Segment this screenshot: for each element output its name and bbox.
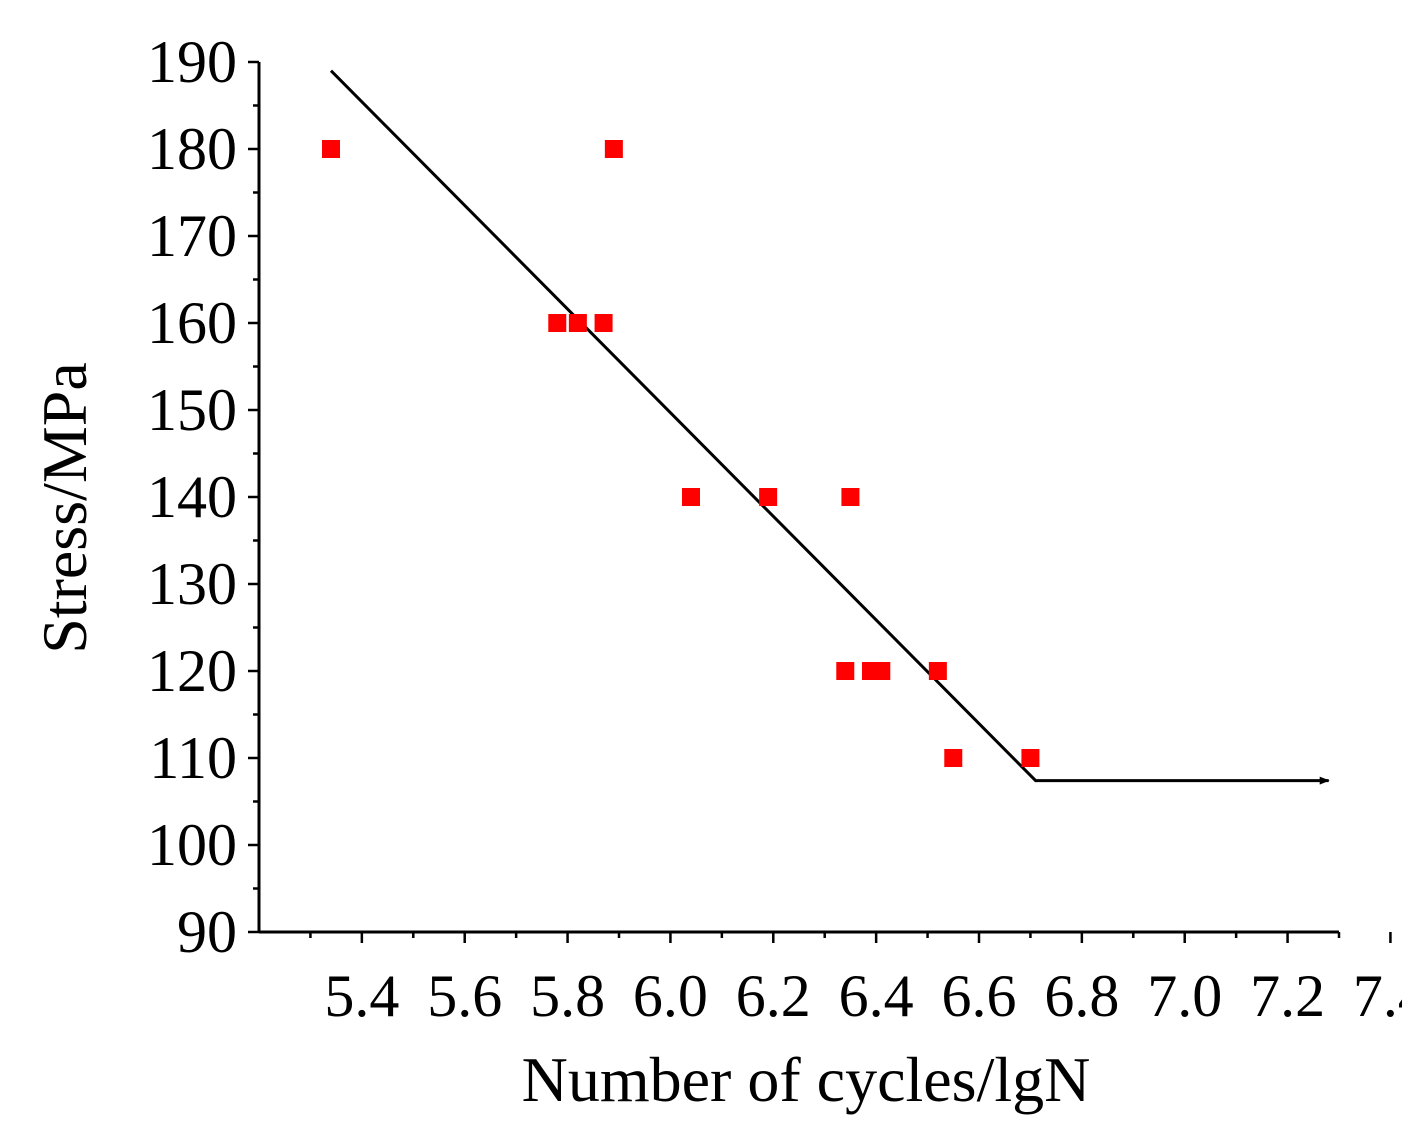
x-tick-label: 6.2: [736, 963, 811, 1029]
y-tick-label: 130: [147, 551, 237, 617]
data-point: [759, 488, 778, 506]
data-point: [841, 488, 860, 506]
x-tick-label: 5.8: [530, 963, 605, 1029]
x-tick-label: 5.4: [324, 963, 399, 1029]
y-tick-label: 170: [147, 203, 237, 269]
data-point: [928, 662, 947, 680]
fitted-curve: [329, 69, 1330, 785]
y-tick-label: 150: [147, 377, 237, 443]
y-tick-label: 90: [177, 899, 237, 965]
data-point: [872, 662, 891, 680]
data-point: [682, 488, 700, 506]
data-point: [836, 662, 855, 680]
data-points: [322, 140, 1040, 767]
x-axis-title: Number of cycles/lgN: [522, 1044, 1091, 1115]
y-tick-label: 110: [149, 725, 237, 791]
y-tick-label: 120: [147, 638, 237, 704]
x-tick-label: 5.6: [427, 963, 502, 1029]
y-axis-title: Stress/MPa: [29, 362, 100, 654]
y-tick-label: 190: [147, 29, 237, 95]
x-tick-label: 6.6: [942, 963, 1017, 1029]
data-point: [568, 314, 587, 332]
x-tick-label: 6.0: [633, 963, 708, 1029]
x-axis-ticks: 5.4 5.6 5.8 6.0 6.2 6.4 6.6 6.8 7.0 7.2 7.4: [309, 932, 1402, 1029]
axes: [257, 62, 1339, 934]
data-point: [1021, 749, 1040, 767]
data-point: [594, 314, 613, 332]
x-tick-label: 7.2: [1250, 963, 1325, 1029]
data-point: [944, 749, 963, 767]
data-point: [322, 140, 340, 158]
data-point: [604, 140, 623, 158]
x-tick-label: 6.4: [839, 963, 914, 1029]
y-tick-label: 140: [147, 464, 237, 530]
fit-line: [329, 69, 1330, 785]
y-tick-label: 160: [147, 290, 237, 356]
y-tick-label: 180: [147, 116, 237, 182]
y-tick-label: 100: [147, 812, 237, 878]
x-tick-label: 7.0: [1147, 963, 1222, 1029]
data-point: [548, 314, 567, 332]
y-axis-ticks: 90 100 110 120 130 140 150 160 170 180 190: [147, 29, 259, 965]
x-tick-label: 7.4: [1353, 963, 1402, 1029]
x-tick-label: 6.8: [1044, 963, 1119, 1029]
